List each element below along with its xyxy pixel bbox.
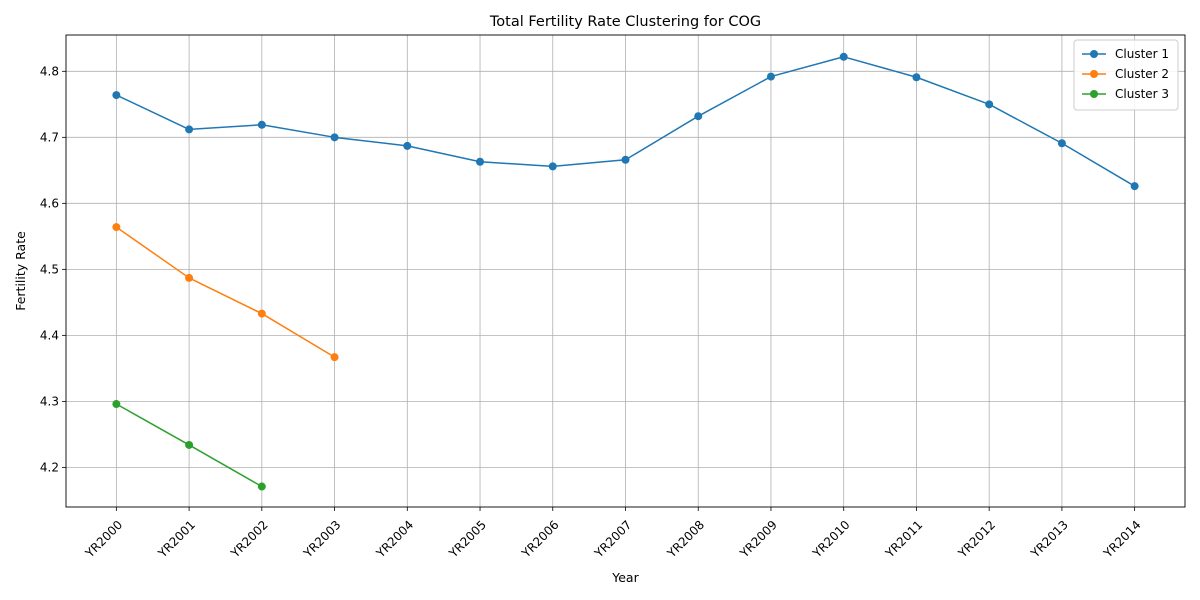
data-point-cluster-1 bbox=[403, 141, 412, 150]
y-tick-label: 4.8 bbox=[40, 64, 59, 78]
data-point-cluster-2 bbox=[112, 223, 121, 232]
legend: Cluster 1 Cluster 2 Cluster 3 bbox=[1073, 39, 1179, 111]
data-point-cluster-2 bbox=[185, 273, 194, 282]
data-point-cluster-2 bbox=[330, 353, 339, 362]
y-tick-label: 4.2 bbox=[40, 460, 59, 474]
data-point-cluster-1 bbox=[1130, 182, 1139, 191]
data-point-cluster-1 bbox=[985, 100, 994, 109]
y-tick-label: 4.4 bbox=[40, 328, 59, 342]
legend-label-cluster-3: Cluster 3 bbox=[1115, 87, 1169, 101]
legend-label-cluster-2: Cluster 2 bbox=[1115, 67, 1169, 81]
data-point-cluster-1 bbox=[694, 112, 703, 121]
data-point-cluster-3 bbox=[185, 440, 194, 449]
legend-box bbox=[1073, 39, 1179, 111]
legend-label-cluster-1: Cluster 1 bbox=[1115, 47, 1169, 61]
data-point-cluster-1 bbox=[330, 133, 339, 142]
y-tick-label: 4.7 bbox=[40, 130, 59, 144]
data-point-cluster-1 bbox=[548, 162, 557, 171]
data-point-cluster-1 bbox=[257, 120, 266, 129]
data-point-cluster-1 bbox=[112, 91, 121, 100]
series-layer bbox=[112, 52, 1139, 491]
y-tick-label: 4.5 bbox=[40, 262, 59, 276]
data-point-cluster-1 bbox=[185, 125, 194, 134]
y-axis-label: Fertility Rate bbox=[13, 231, 28, 311]
x-axis-label: Year bbox=[611, 570, 639, 585]
y-tick-label: 4.3 bbox=[40, 394, 59, 408]
grid-lines bbox=[66, 35, 1185, 507]
series-line-cluster-2 bbox=[115, 226, 335, 358]
data-point-cluster-3 bbox=[257, 482, 266, 491]
data-point-cluster-1 bbox=[1057, 139, 1066, 148]
data-point-cluster-1 bbox=[912, 73, 921, 82]
data-point-cluster-3 bbox=[112, 400, 121, 409]
legend-marker-cluster-1 bbox=[1090, 50, 1098, 58]
legend-marker-cluster-3 bbox=[1090, 90, 1098, 98]
data-point-cluster-1 bbox=[766, 72, 775, 81]
data-point-cluster-1 bbox=[476, 157, 485, 166]
data-point-cluster-2 bbox=[257, 309, 266, 318]
chart-title: Total Fertility Rate Clustering for COG bbox=[489, 14, 761, 30]
y-tick-label: 4.6 bbox=[40, 196, 59, 210]
legend-marker-cluster-2 bbox=[1090, 70, 1098, 78]
data-point-cluster-1 bbox=[621, 155, 630, 164]
data-point-cluster-1 bbox=[839, 52, 848, 61]
